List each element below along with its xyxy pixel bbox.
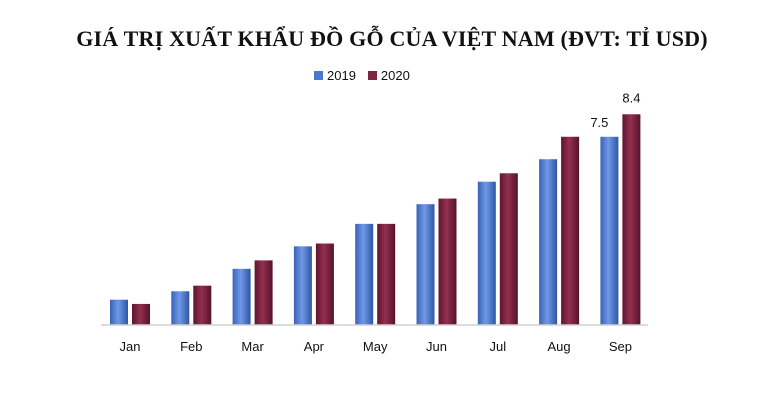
legend-item-2019: 2019 (314, 68, 356, 83)
bar-2020-apr (315, 243, 334, 325)
bar-2020-jun (438, 198, 457, 325)
legend-item-2020: 2020 (367, 67, 410, 83)
x-tick-jul: Jul (489, 339, 506, 354)
bars-group (110, 114, 641, 326)
bar-2019-apr (293, 246, 312, 325)
legend-swatch-2020 (367, 70, 377, 80)
data-label-2019-sep: 7.5 (590, 115, 608, 130)
x-tick-apr: Apr (304, 339, 325, 354)
x-tick-aug: Aug (548, 339, 571, 354)
x-tick-sep: Sep (609, 339, 632, 354)
bar-2020-jan (132, 303, 150, 325)
bar-2020-sep (622, 114, 641, 326)
bar-2019-jul (477, 181, 496, 325)
legend-label-2020: 2020 (380, 67, 410, 83)
bar-2020-feb (193, 285, 212, 325)
bar-2020-jul (499, 173, 518, 325)
x-tick-feb: Feb (180, 339, 202, 354)
bar-2020-mar (254, 260, 273, 325)
bar-2019-mar (232, 268, 251, 325)
x-tick-jan: Jan (120, 339, 141, 354)
x-tick-jun: Jun (426, 339, 447, 354)
bar-2019-jan (110, 299, 128, 325)
bar-2019-may (355, 223, 374, 325)
data-label-2020-sep: 8.4 (622, 90, 640, 105)
x-tick-may: May (363, 339, 388, 354)
bar-2020-aug (561, 136, 580, 325)
chart-title: GIÁ TRỊ XUẤT KHẨU ĐỒ GỖ CỦA VIỆT NAM (ĐV… (76, 26, 708, 51)
bar-2020-may (377, 223, 396, 325)
bar-2019-jun (416, 204, 435, 325)
bar-2019-sep (600, 136, 619, 325)
data-labels: 7.5 8.4 (590, 90, 640, 129)
legend: 2019 2020 (314, 65, 416, 85)
legend-label-2019: 2019 (327, 67, 356, 83)
legend-swatch-2019 (314, 70, 323, 80)
x-tick-mar: Mar (241, 339, 264, 354)
x-tick-labels: Jan Feb Mar Apr May Jun Jul Aug Sep (120, 339, 632, 354)
bar-2019-feb (171, 291, 190, 325)
bar-2019-aug (539, 159, 558, 325)
